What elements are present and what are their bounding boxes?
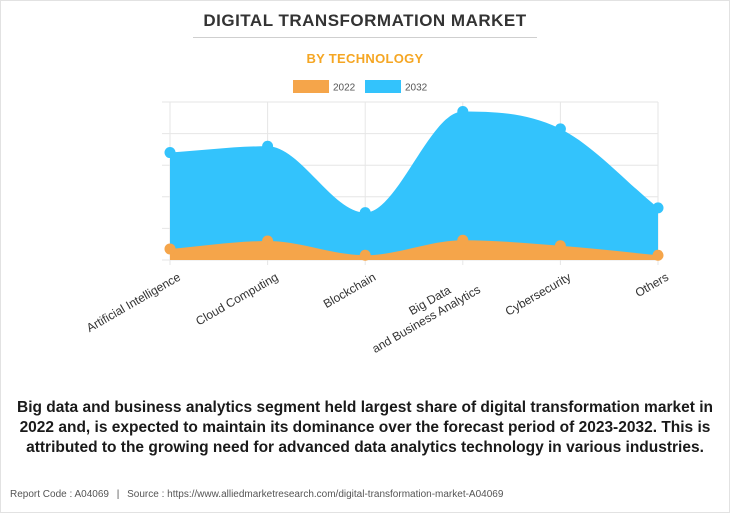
x-tick-label: Blockchain [321,270,378,311]
legend-label-2022: 2022 [333,83,356,94]
area-chart: 2022 2032 Artificial Intelligence Cloud Com… [84,80,671,356]
report-code: Report Code : A04069 [10,489,109,500]
data-point-2032 [554,123,566,135]
legend-label-2032: 2032 [405,83,428,94]
data-point-2022 [359,249,371,261]
x-tick-label-line: Blockchain [321,270,378,311]
data-point-2022 [457,234,469,246]
data-point-2022 [652,249,664,261]
legend-swatch-2032 [365,80,401,93]
chart-subtitle: BY TECHNOLOGY [306,51,424,66]
data-point-2022 [262,235,274,247]
footer-separator: | [116,489,120,500]
series-area-2022 [170,240,658,260]
data-point-2032 [164,147,176,159]
x-tick-label: Artificial Intelligence [84,270,183,335]
data-point-2032 [262,140,274,152]
x-tick-label: Cloud Computing [193,270,280,328]
summary-text: Big data and business analytics segment … [17,399,713,456]
title-divider [193,37,537,38]
source-text: Source : https://www.alliedmarketresearc… [127,489,504,500]
chart-title: DIGITAL TRANSFORMATION MARKET [203,11,527,30]
x-tick-label: Big Dataand Business Analytics [362,270,483,356]
legend-swatch-2022 [293,80,329,93]
x-tick-label-line: Cloud Computing [193,270,280,328]
series-area-2032 [170,111,658,260]
data-point-2022 [554,240,566,252]
x-tick-label: Cybersecurity [503,270,574,319]
footer: Report Code : A04069 | Source : https://… [10,489,503,500]
data-point-2022 [164,243,176,255]
data-point-2032 [359,207,371,219]
legend: 2022 2032 [293,80,428,94]
x-tick-label-line: Cybersecurity [503,270,574,319]
data-point-2032 [457,105,469,117]
x-tick-label-line: Others [633,270,671,300]
x-tick-label-line: Artificial Intelligence [84,270,183,335]
x-tick-label: Others [633,270,671,300]
data-point-2032 [652,202,664,214]
